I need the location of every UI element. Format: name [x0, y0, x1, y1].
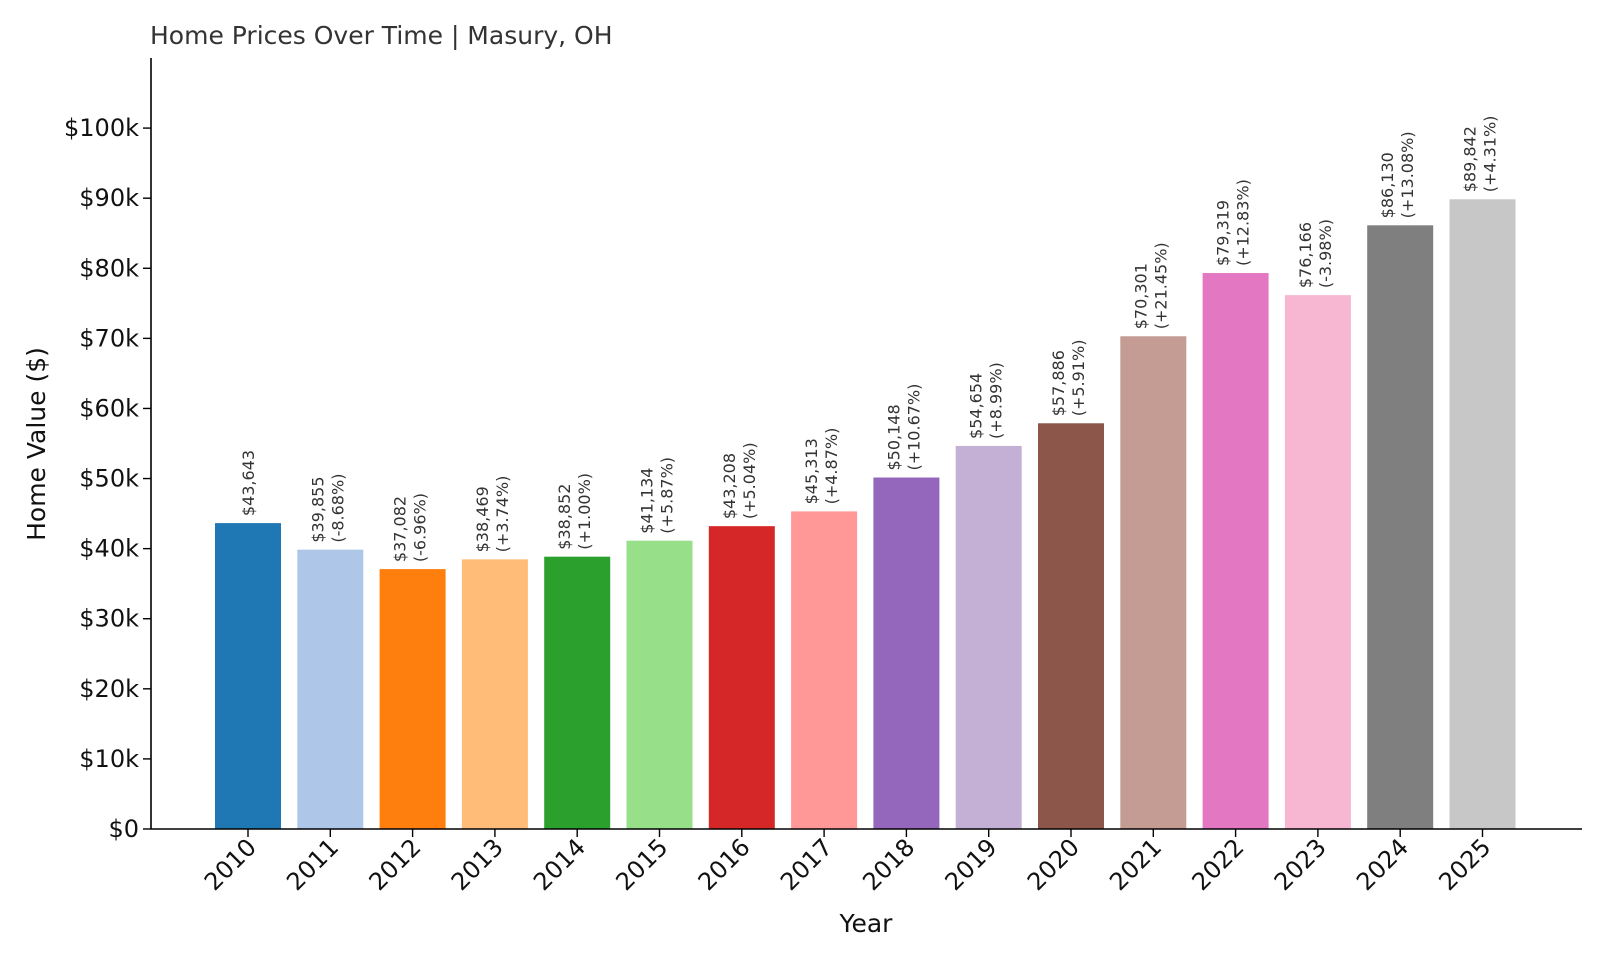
- x-tick-label: 2023: [1269, 833, 1332, 896]
- x-tick-label: 2019: [940, 833, 1003, 896]
- y-axis: $0 $10k $20k $30k $40k $50k $60k $70k $80k $90k $1…: [64, 58, 152, 843]
- y-tick-label: $40k: [79, 535, 139, 563]
- x-tick-label: 2018: [857, 833, 920, 896]
- value-label-2017: $45,313: [802, 438, 821, 504]
- value-label-2025: $89,842: [1461, 126, 1480, 192]
- value-label-2013: $38,469: [473, 486, 492, 552]
- value-label-2018: $50,148: [884, 404, 903, 470]
- change-label-2020: (+5.91%): [1069, 340, 1088, 417]
- value-label-2015: $41,134: [638, 468, 657, 534]
- bar-2015: [626, 540, 693, 829]
- value-label-2024: $86,130: [1378, 152, 1397, 218]
- x-tick-label: 2015: [610, 833, 673, 896]
- y-tick-label: $20k: [79, 675, 139, 703]
- bar-2024: [1367, 225, 1434, 829]
- change-label-2012: (-6.96%): [411, 493, 430, 562]
- value-label-2022: $79,319: [1214, 200, 1233, 266]
- y-tick-label: $50k: [79, 465, 139, 493]
- x-tick-label: 2025: [1433, 833, 1496, 896]
- change-label-2014: (+1.00%): [575, 473, 594, 550]
- change-label-2022: (+12.83%): [1234, 179, 1253, 266]
- change-label-2016: (+5.04%): [740, 442, 759, 519]
- bar-2016: [708, 526, 775, 829]
- bar-2020: [1038, 423, 1104, 829]
- y-tick-label: $90k: [79, 184, 139, 212]
- bar-2017: [791, 511, 858, 829]
- y-axis-title: Home Value ($): [22, 347, 51, 541]
- bar-2019: [955, 445, 1022, 829]
- bars-group: [215, 199, 1516, 830]
- x-tick-label: 2014: [528, 833, 591, 896]
- change-label-2021: (+21.45%): [1151, 242, 1170, 329]
- change-label-2018: (+10.67%): [904, 384, 923, 471]
- x-tick-label: 2010: [199, 833, 262, 896]
- change-label-2017: (+4.87%): [822, 428, 841, 505]
- value-label-2012: $37,082: [391, 496, 410, 562]
- bar-2013: [461, 559, 528, 829]
- bar-2011: [297, 549, 364, 829]
- bar-2025: [1449, 199, 1516, 830]
- x-tick-label: 2013: [446, 833, 509, 896]
- value-label-2014: $38,852: [555, 484, 574, 550]
- y-tick-label: $100k: [64, 114, 139, 142]
- bar-2014: [544, 556, 611, 829]
- change-label-2024: (+13.08%): [1398, 131, 1417, 218]
- value-label-2019: $54,654: [967, 373, 986, 439]
- change-label-2013: (+3.74%): [493, 476, 512, 553]
- change-label-2015: (+5.87%): [658, 457, 677, 534]
- x-tick-label: 2012: [364, 833, 427, 896]
- change-label-2025: (+4.31%): [1481, 116, 1500, 193]
- y-tick-label: $10k: [79, 745, 139, 773]
- bar-2023: [1284, 295, 1351, 829]
- data-labels-group: $43,643 $39,855 (-8.68%) $37,082 (-6.96%) $38…: [239, 116, 1500, 563]
- change-label-2023: (-3.98%): [1316, 219, 1335, 288]
- value-label-2020: $57,886: [1049, 350, 1068, 416]
- x-tick-label: 2011: [281, 833, 344, 896]
- bar-2012: [379, 569, 446, 829]
- x-axis: 2010 2011 2012 2013 2014 2015 2016 2017 2018 2019…: [151, 828, 1582, 896]
- value-label-2023: $76,166: [1296, 222, 1315, 288]
- x-tick-label: 2017: [775, 833, 838, 896]
- value-label-2011: $39,855: [308, 476, 327, 542]
- change-label-2011: (-8.68%): [328, 474, 347, 543]
- bar-2010: [215, 523, 281, 829]
- bar-2018: [873, 477, 940, 829]
- bar-2021: [1120, 336, 1187, 829]
- y-tick-label: $70k: [79, 324, 139, 352]
- y-tick-label: $80k: [79, 254, 139, 282]
- y-tick-label: $30k: [79, 605, 139, 633]
- x-axis-title: Year: [839, 909, 894, 938]
- y-tick-label: $60k: [79, 394, 139, 422]
- x-tick-label: 2022: [1187, 833, 1250, 896]
- value-label-2010: $43,643: [239, 450, 258, 516]
- x-tick-label: 2016: [693, 833, 756, 896]
- y-tick-label: $0: [108, 815, 139, 843]
- value-label-2016: $43,208: [720, 453, 739, 519]
- x-tick-label: 2024: [1351, 833, 1414, 896]
- x-tick-label: 2020: [1022, 833, 1085, 896]
- chart-title: Home Prices Over Time | Masury, OH: [150, 21, 613, 50]
- x-tick-label: 2021: [1104, 833, 1167, 896]
- bar-2022: [1202, 273, 1269, 830]
- value-label-2021: $70,301: [1131, 263, 1150, 329]
- change-label-2019: (+8.99%): [987, 362, 1006, 439]
